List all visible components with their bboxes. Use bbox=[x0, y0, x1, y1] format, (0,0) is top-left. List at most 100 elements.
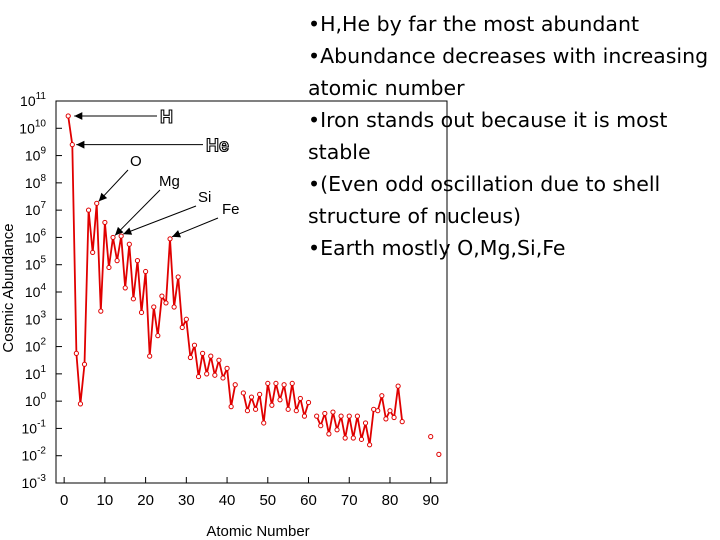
data-point bbox=[338, 413, 344, 419]
data-point bbox=[187, 354, 194, 361]
x-tick-label: 40 bbox=[219, 492, 236, 509]
data-point bbox=[159, 293, 165, 299]
y-tick-label: 107 bbox=[25, 200, 47, 218]
data-point bbox=[297, 395, 303, 402]
data-point bbox=[65, 113, 71, 119]
data-point bbox=[326, 431, 332, 437]
y-tick-label: 105 bbox=[25, 255, 47, 273]
data-point bbox=[391, 414, 397, 421]
data-point bbox=[191, 342, 198, 348]
data-point bbox=[248, 394, 255, 400]
bullet-item: •Iron stands out because it is most stab… bbox=[308, 108, 668, 164]
bullet-item: •(Even odd oscillation due to shell stru… bbox=[308, 172, 661, 228]
data-point bbox=[318, 423, 324, 429]
o-label: O bbox=[130, 153, 142, 170]
data-point bbox=[195, 373, 202, 380]
data-point bbox=[224, 365, 230, 371]
x-tick-label: 0 bbox=[60, 492, 68, 509]
data-point bbox=[240, 390, 246, 396]
data-point bbox=[367, 442, 373, 448]
data-point bbox=[122, 285, 128, 291]
y-tick-label: 10-1 bbox=[22, 418, 47, 436]
data-point bbox=[98, 308, 104, 314]
data-point bbox=[257, 391, 263, 397]
data-point bbox=[371, 406, 377, 412]
annotation-layer: H He O Mg Si Fe bbox=[74, 106, 240, 238]
data-point bbox=[175, 274, 181, 280]
data-point bbox=[77, 401, 84, 407]
x-axis-label: Atomic Number bbox=[206, 523, 309, 540]
si-arrow bbox=[122, 205, 197, 235]
data-point bbox=[138, 309, 145, 316]
data-point bbox=[354, 413, 360, 419]
data-point bbox=[428, 434, 434, 440]
data-point bbox=[379, 393, 385, 399]
data-point bbox=[399, 419, 405, 425]
data-point bbox=[220, 375, 226, 381]
data-point bbox=[228, 404, 234, 410]
data-point bbox=[395, 383, 401, 389]
bullet-list: •H,He by far the most abundant •Abundanc… bbox=[308, 8, 713, 264]
mg-label: Mg bbox=[159, 173, 180, 190]
data-point bbox=[134, 258, 141, 264]
data-point bbox=[293, 408, 299, 414]
data-point bbox=[102, 219, 108, 226]
data-point bbox=[179, 324, 185, 331]
mg-arrowhead bbox=[115, 226, 124, 236]
fe-arrow bbox=[171, 217, 219, 238]
data-point bbox=[350, 435, 356, 441]
bullet-item: •Abundance decreases with increasing ato… bbox=[308, 44, 709, 100]
data-point bbox=[216, 357, 222, 363]
bullet-item: •H,He by far the most abundant bbox=[308, 12, 640, 36]
data-point bbox=[167, 236, 173, 242]
data-point bbox=[69, 142, 75, 148]
y-tick-label: 106 bbox=[25, 227, 47, 245]
data-point bbox=[436, 451, 442, 457]
data-point bbox=[106, 264, 112, 271]
data-point bbox=[204, 371, 210, 377]
data-point bbox=[277, 397, 283, 403]
data-point bbox=[163, 300, 169, 306]
y-tick-label: 1011 bbox=[20, 91, 46, 109]
data-point bbox=[358, 436, 365, 442]
x-tick-label: 80 bbox=[382, 492, 399, 509]
si-label: Si bbox=[198, 189, 211, 206]
x-tick-label: 90 bbox=[422, 492, 439, 509]
y-tick-label: 100 bbox=[25, 391, 47, 409]
data-point bbox=[301, 413, 308, 419]
data-point bbox=[269, 402, 275, 408]
data-point bbox=[375, 408, 381, 414]
data-point bbox=[387, 408, 393, 414]
data-point bbox=[85, 207, 92, 213]
data-point bbox=[334, 427, 340, 433]
data-point bbox=[110, 234, 116, 241]
x-tick-label: 30 bbox=[178, 492, 195, 509]
data-point bbox=[314, 413, 320, 419]
y-tick-label: 108 bbox=[25, 173, 47, 191]
data-point bbox=[305, 399, 312, 406]
data-point bbox=[322, 410, 328, 417]
series-layer bbox=[65, 113, 442, 457]
y-tick-label: 10-3 bbox=[22, 473, 47, 491]
data-point bbox=[281, 382, 287, 388]
data-point bbox=[143, 268, 149, 275]
data-point bbox=[81, 361, 88, 367]
data-point bbox=[151, 304, 157, 310]
data-point bbox=[285, 406, 291, 412]
data-point bbox=[265, 380, 271, 387]
he-label: He bbox=[206, 136, 229, 156]
axes-layer: 1011101010910810710610510410310210110010… bbox=[19, 91, 448, 509]
x-tick-label: 60 bbox=[300, 492, 317, 509]
data-point bbox=[273, 380, 279, 387]
fe-arrowhead bbox=[172, 230, 182, 238]
data-point bbox=[183, 316, 189, 322]
data-point bbox=[126, 241, 132, 247]
data-point bbox=[155, 333, 161, 339]
data-point bbox=[114, 258, 120, 264]
y-axis-label: Cosmic Abundance bbox=[0, 223, 17, 352]
h-arrowhead bbox=[74, 112, 83, 120]
y-tick-label: 102 bbox=[25, 337, 47, 355]
si-arrowhead bbox=[123, 227, 133, 235]
data-point bbox=[73, 350, 79, 356]
